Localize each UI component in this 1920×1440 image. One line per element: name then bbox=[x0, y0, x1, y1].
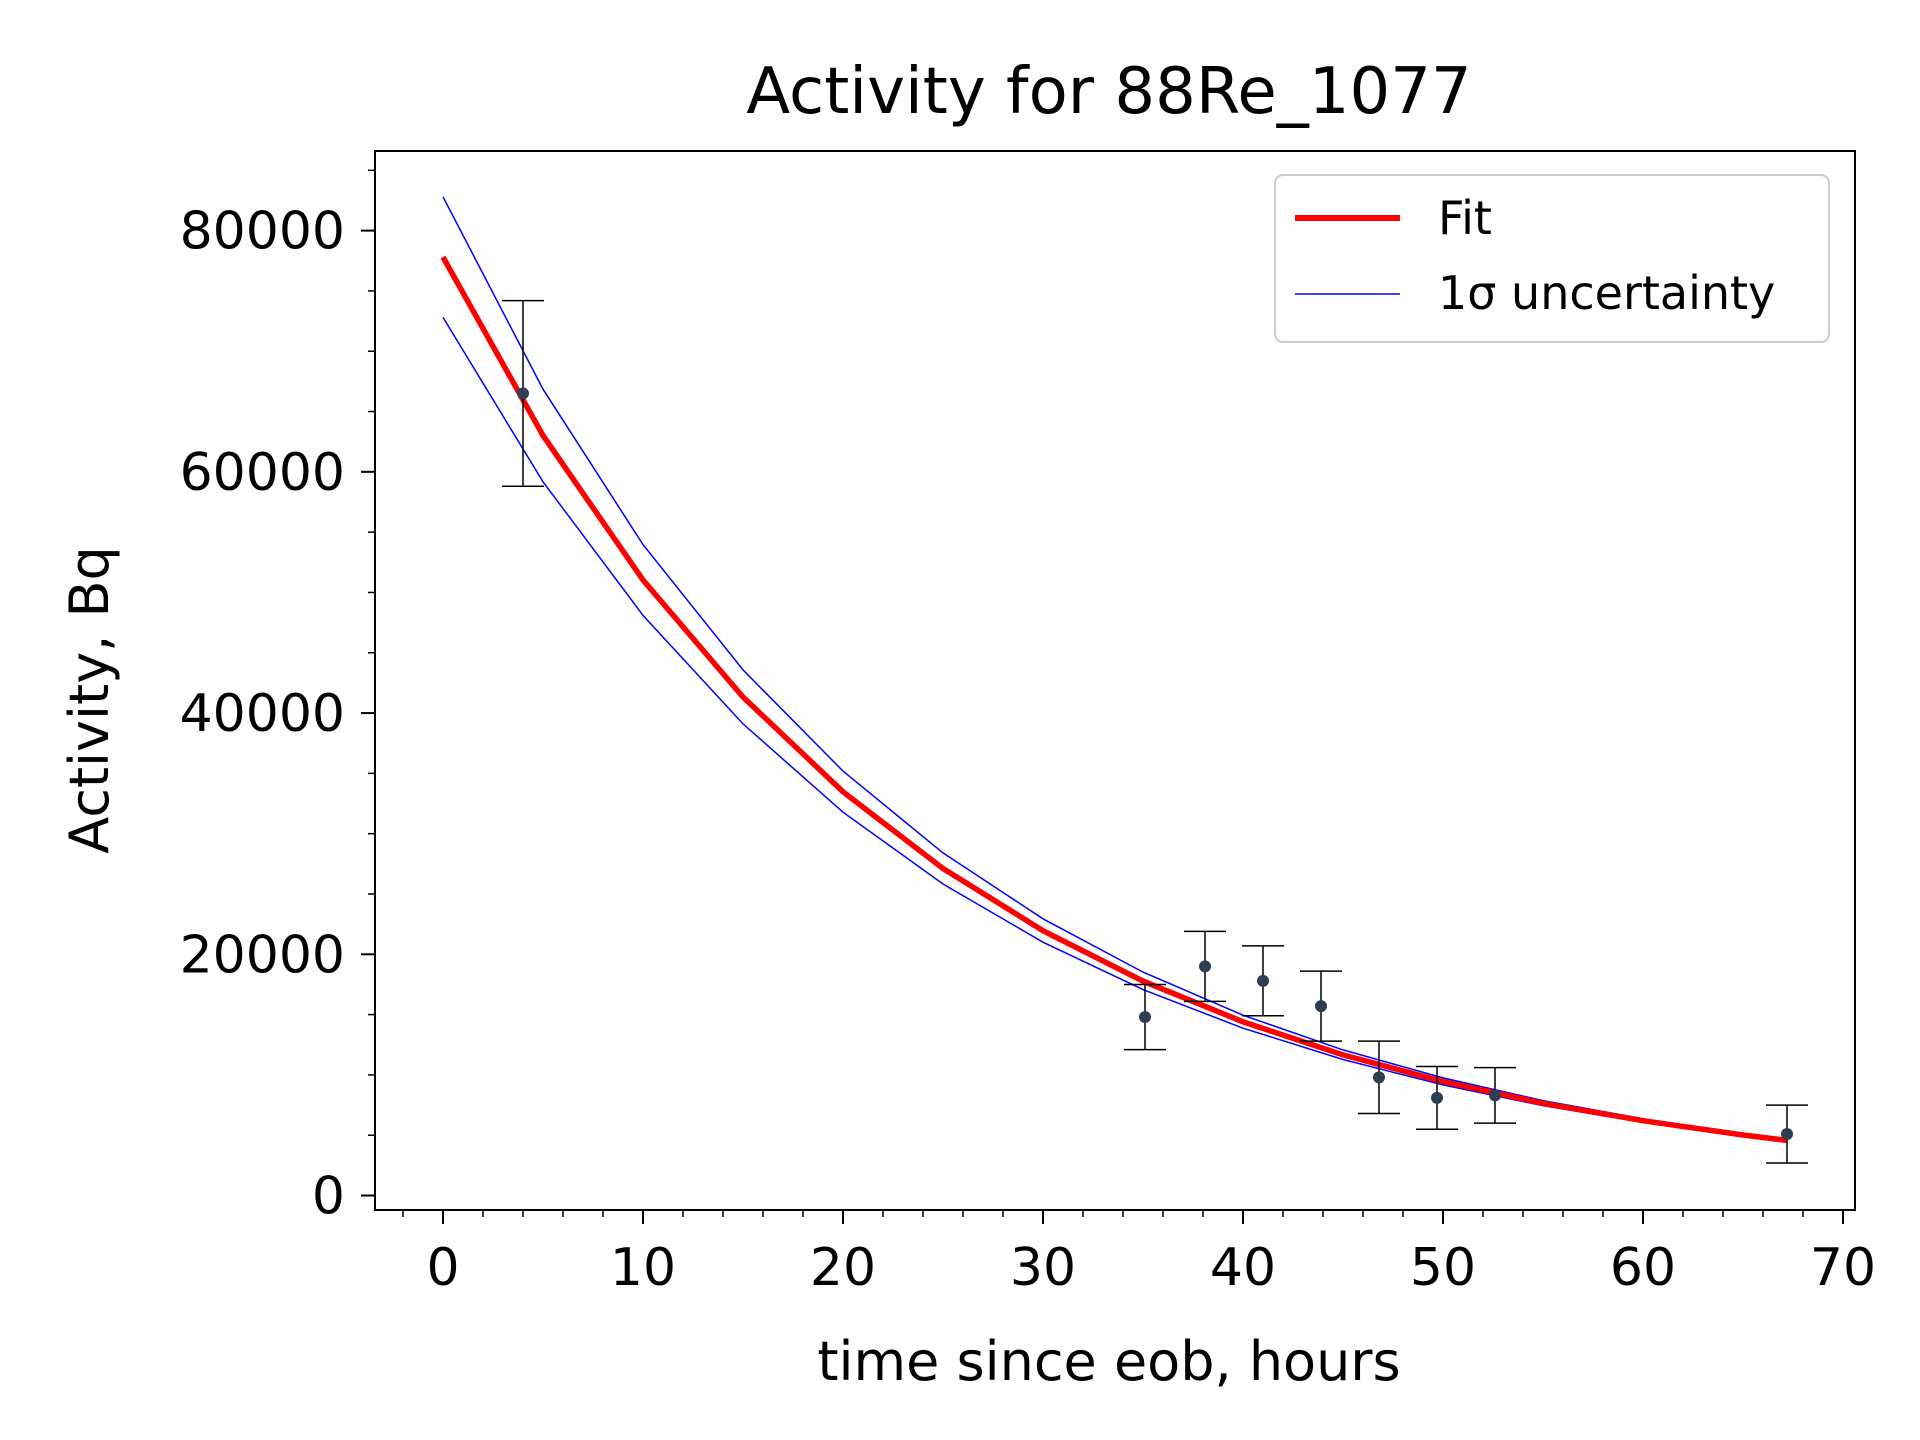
fit-line bbox=[440, 255, 1788, 1144]
data-point bbox=[1139, 1011, 1151, 1024]
x-tick-label: 30 bbox=[1010, 1238, 1076, 1298]
y-tick-label: 20000 bbox=[180, 925, 345, 985]
legend-frame bbox=[1274, 174, 1830, 343]
y-tick-label: 40000 bbox=[180, 684, 345, 744]
x-tick-label: 40 bbox=[1210, 1238, 1276, 1298]
chart-title: Activity for 88Re_1077 bbox=[746, 55, 1471, 129]
plot-area: 0 10 20 30 40 50 60 70 0 20000 40000 60000 80000 bbox=[180, 150, 1876, 1298]
data-point bbox=[1431, 1091, 1443, 1104]
x-tick-label: 10 bbox=[610, 1238, 676, 1298]
y-tick-label: 0 bbox=[312, 1167, 345, 1227]
data-point bbox=[1257, 974, 1269, 987]
x-tick-label: 60 bbox=[1610, 1238, 1676, 1298]
y-tick-label: 60000 bbox=[180, 443, 345, 503]
plot-frame bbox=[374, 150, 1856, 1211]
x-tick-label: 70 bbox=[1810, 1238, 1876, 1298]
data-point bbox=[1199, 960, 1211, 973]
legend-uncertainty-label: 1σ uncertainty bbox=[1438, 266, 1775, 320]
data-point bbox=[1373, 1071, 1385, 1084]
data-point bbox=[1489, 1089, 1501, 1102]
data-point bbox=[1781, 1128, 1793, 1141]
data-point bbox=[517, 387, 529, 400]
x-axis-label: time since eob, hours bbox=[817, 1330, 1400, 1393]
data-point bbox=[1315, 1000, 1327, 1013]
y-tick-label: 80000 bbox=[180, 202, 345, 262]
x-tick-label: 0 bbox=[426, 1238, 459, 1298]
x-tick-label: 50 bbox=[1410, 1238, 1476, 1298]
legend-fit-label: Fit bbox=[1438, 191, 1492, 245]
legend: Fit 1σ uncertainty bbox=[1274, 174, 1830, 343]
y-axis-label: Activity, Bq bbox=[58, 546, 121, 854]
x-tick-label: 20 bbox=[810, 1238, 876, 1298]
